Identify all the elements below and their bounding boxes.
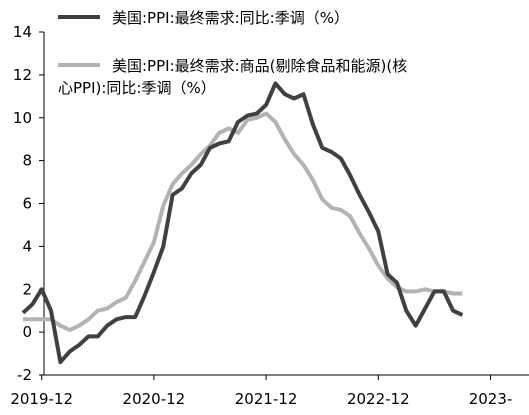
x-ticks: 2019-12 2020-12 2021-12 2022-12 2023-: [10, 375, 512, 408]
legend: 美国:PPI:最终需求:同比:季调（%） 美国:PPI:最终需求:商品(剔除食品…: [58, 9, 407, 97]
legend-label-series-2-line-1: 美国:PPI:最终需求:商品(剔除食品和能源)(核: [112, 57, 407, 75]
series-line-2: [23, 111, 463, 332]
y-ticks: -2 0 2 4 6 8 10 12 14: [13, 23, 44, 384]
y-tick-label: 10: [13, 109, 32, 127]
series-lines: [21, 81, 464, 365]
x-tick-label: 2021-12: [235, 390, 298, 408]
y-tick-label: -2: [17, 366, 32, 384]
y-tick-label: 4: [22, 237, 32, 255]
y-tick-label: 2: [22, 280, 32, 298]
x-tick-label: 2019-12: [10, 390, 73, 408]
legend-label-series-2-line-2: 心PPI):同比:季调（%）: [58, 79, 216, 97]
y-tick-label: 0: [22, 323, 32, 341]
y-tick-label: 14: [13, 23, 32, 41]
x-tick-label: 2023-: [469, 390, 513, 408]
y-tick-label: 8: [22, 152, 32, 170]
y-tick-label: 12: [13, 66, 32, 84]
y-tick-label: 6: [22, 195, 32, 213]
x-tick-label: 2022-12: [347, 390, 410, 408]
series-line-1: [21, 81, 464, 365]
x-tick-label: 2020-12: [123, 390, 186, 408]
legend-label-series-1: 美国:PPI:最终需求:同比:季调（%）: [112, 9, 349, 27]
